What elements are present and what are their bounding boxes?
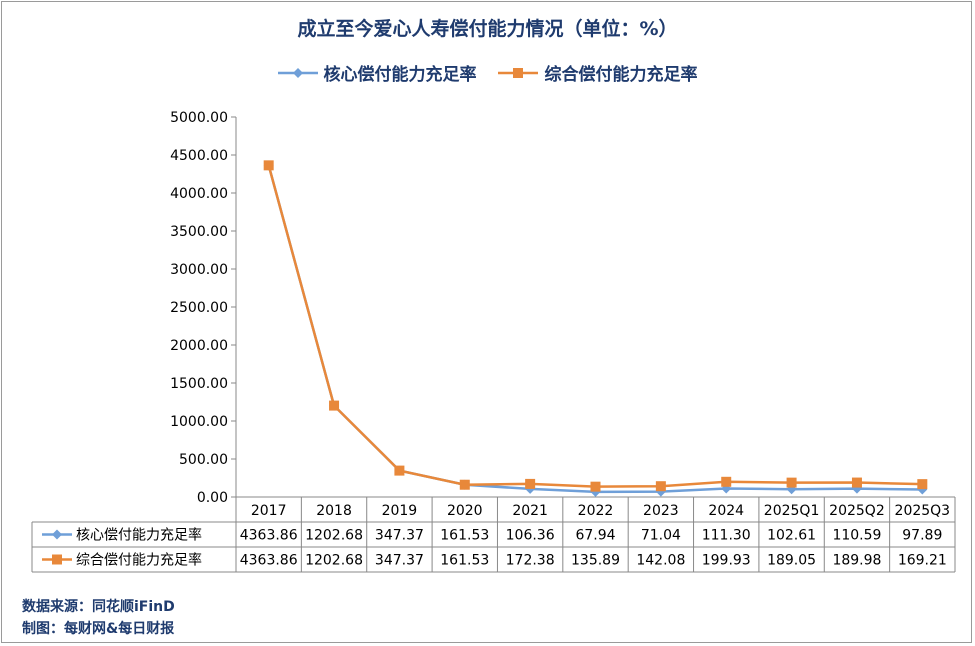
data-point-1 — [917, 479, 928, 490]
data-label: 1202.68 — [305, 528, 363, 544]
x-tick-label: 2020 — [447, 503, 483, 519]
data-point-1 — [525, 478, 536, 489]
data-point-1 — [590, 481, 601, 492]
x-tick-label: 2022 — [578, 503, 614, 519]
x-tick-label: 2025Q2 — [829, 503, 885, 519]
made-by-note: 制图：每财网&每日财报 — [22, 621, 175, 637]
data-label: 110.59 — [832, 528, 881, 544]
legend-comprehensive-marker — [498, 67, 539, 78]
data-point-1 — [329, 400, 340, 411]
y-tick-label: 2000.00 — [170, 338, 228, 354]
x-tick-label: 2021 — [512, 503, 548, 519]
y-tick-label: 3000.00 — [170, 262, 228, 278]
data-label: 106.36 — [506, 528, 555, 544]
data-label: 189.05 — [767, 553, 816, 569]
legend-label-core: 核心偿付能力充足率 — [323, 65, 477, 85]
data-point-1 — [459, 479, 470, 490]
data-point-1 — [851, 477, 862, 488]
data-label: 142.08 — [636, 553, 685, 569]
x-tick-label: 2025Q1 — [764, 503, 820, 519]
data-point-1 — [721, 476, 732, 487]
data-label: 4363.86 — [240, 528, 298, 544]
data-label: 161.53 — [440, 528, 489, 544]
x-tick-label: 2018 — [316, 503, 352, 519]
series-line-1 — [267, 165, 923, 488]
y-tick-label: 1000.00 — [170, 414, 228, 430]
data-label: 172.38 — [506, 553, 555, 569]
data-label: 135.89 — [571, 553, 620, 569]
legend: 核心偿付能力充足率 综合偿付能力充足率 — [0, 60, 975, 85]
legend-item-comprehensive: 综合偿付能力充足率 — [498, 60, 697, 85]
data-label: 4363.86 — [240, 553, 298, 569]
y-tick-label: 5000.00 — [170, 110, 228, 126]
data-point-1 — [655, 481, 666, 492]
data-label: 67.94 — [575, 528, 615, 544]
table-legend-marker — [52, 554, 62, 565]
y-tick-label: 0.00 — [197, 490, 228, 506]
data-label: 102.61 — [767, 528, 816, 544]
data-label: 161.53 — [440, 553, 489, 569]
y-tick-label: 500.00 — [179, 452, 228, 468]
x-tick-label: 2025Q3 — [895, 503, 951, 519]
legend-core-marker — [277, 67, 318, 78]
y-tick-label: 1500.00 — [170, 376, 228, 392]
data-point-1 — [394, 465, 405, 476]
legend-item-core: 核心偿付能力充足率 — [277, 60, 477, 85]
chart-title: 成立至今爱心人寿偿付能力情况（单位：%） — [297, 18, 678, 40]
x-tick-label: 2023 — [643, 503, 679, 519]
y-tick-label: 2500.00 — [170, 300, 228, 316]
y-tick-label: 4000.00 — [170, 186, 228, 202]
data-label: 111.30 — [702, 528, 751, 544]
data-point-1 — [263, 160, 274, 171]
x-tick-label: 2024 — [708, 503, 744, 519]
data-label: 199.93 — [702, 553, 751, 569]
table-series-name: 综合偿付能力充足率 — [76, 552, 202, 569]
data-label: 189.98 — [832, 553, 881, 569]
series-line-0 — [267, 165, 923, 494]
y-tick-label: 4500.00 — [170, 148, 228, 164]
data-label: 1202.68 — [305, 553, 363, 569]
y-tick-label: 3500.00 — [170, 224, 228, 240]
x-tick-label: 2017 — [251, 503, 287, 519]
table-series-name: 核心偿付能力充足率 — [76, 527, 202, 544]
data-source-note: 数据来源：同花顺iFinD — [22, 599, 175, 615]
table-legend-marker — [52, 529, 62, 540]
data-label: 347.37 — [375, 553, 424, 569]
data-label: 169.21 — [898, 553, 947, 569]
data-point-1 — [786, 477, 797, 488]
data-label: 97.89 — [902, 528, 942, 544]
legend-label-comprehensive: 综合偿付能力充足率 — [544, 65, 698, 85]
x-tick-label: 2019 — [382, 503, 418, 519]
data-label: 71.04 — [641, 528, 681, 544]
data-label: 347.37 — [375, 528, 424, 544]
